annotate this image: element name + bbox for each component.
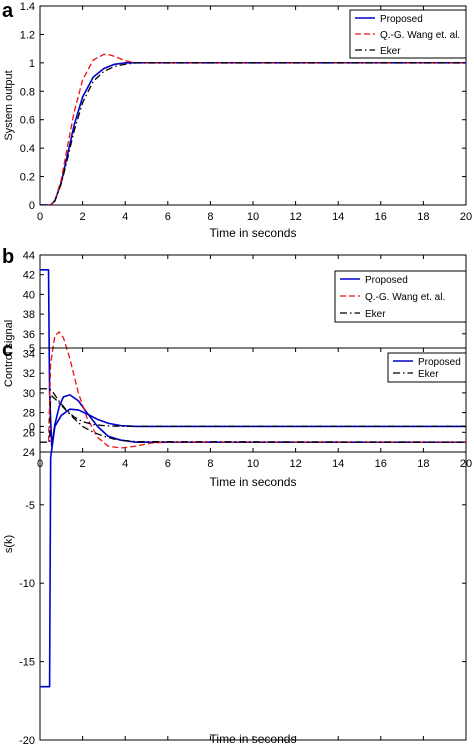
x-tick-label: 12 (289, 458, 301, 470)
x-tick-label: 18 (417, 211, 429, 223)
y-tick-label: 1 (29, 58, 35, 70)
x-tick-label: 4 (122, 458, 128, 470)
series-line-2 (40, 53, 466, 205)
y-tick-label: 24 (23, 447, 35, 459)
x-tick-label: 2 (80, 211, 86, 223)
series-line-3 (40, 394, 466, 443)
y-tick-label: 0.2 (20, 172, 35, 184)
y-tick-label: 44 (23, 250, 35, 262)
legend-label: Proposed (418, 357, 461, 368)
y-tick-label: 40 (23, 289, 35, 301)
y-tick-label: 1.2 (20, 29, 35, 41)
x-tick-label: 18 (417, 458, 429, 470)
y-tick-label: -15 (19, 657, 35, 669)
x-tick-label: 4 (122, 211, 128, 223)
x-tick-label: 12 (289, 211, 301, 223)
x-axis-label: Time in seconds (210, 732, 297, 745)
y-tick-label: -5 (25, 500, 35, 512)
y-tick-label: 5 (29, 343, 35, 355)
x-tick-label: 6 (165, 458, 171, 470)
x-tick-label: 20 (460, 211, 472, 223)
legend-label: Q.-G. Wang et. al. (380, 30, 460, 41)
series-line-1 (40, 268, 466, 447)
series-line-2 (40, 331, 466, 449)
x-tick-label: 8 (207, 211, 213, 223)
y-tick-label: 32 (23, 368, 35, 380)
series-line-1 (40, 408, 466, 688)
x-tick-label: 14 (332, 211, 344, 223)
panel-letter-b: b (2, 246, 14, 268)
x-tick-label: 6 (165, 211, 171, 223)
panel-letter-c: c (2, 339, 13, 361)
y-axis-label: System output (3, 70, 15, 140)
y-tick-label: 30 (23, 388, 35, 400)
y-tick-label: 42 (23, 270, 35, 282)
legend-label: Eker (380, 46, 401, 57)
legend-label: Proposed (380, 14, 423, 25)
y-tick-label: 0.6 (20, 115, 35, 127)
x-tick-label: 8 (207, 458, 213, 470)
x-tick-label: 16 (375, 458, 387, 470)
x-tick-label: 10 (247, 458, 259, 470)
x-axis-label: Time in seconds (210, 475, 297, 489)
x-tick-label: 10 (247, 211, 259, 223)
y-tick-label: 0 (29, 200, 35, 212)
legend-label: Q.-G. Wang et. al. (365, 292, 445, 303)
legend-label: Eker (418, 369, 439, 380)
series-line-3 (40, 62, 466, 205)
plot-frame (39, 347, 467, 741)
x-tick-label: 14 (332, 458, 344, 470)
series-line-2 (40, 388, 466, 428)
y-axis-label: s(k) (3, 535, 15, 553)
y-tick-label: 34 (23, 349, 35, 361)
x-tick-label: 2 (80, 458, 86, 470)
y-tick-label: 0.4 (20, 143, 35, 155)
y-tick-label: 0 (29, 421, 35, 433)
panel-letter-a: a (2, 0, 14, 22)
legend-box (387, 352, 467, 383)
series-line-1 (40, 62, 466, 205)
y-tick-label: -20 (19, 735, 35, 745)
chart-system-output: 0 2 4 6 8 10 12 14 16 18 20 0 0.2 0.4 0.6 0.8 1 1.2 1.4 Tim… (3, 1, 472, 240)
legend-label: Eker (365, 309, 386, 320)
x-axis-label: Time in seconds (210, 226, 297, 240)
y-tick-label: 0.8 (20, 86, 35, 98)
x-tick-label: 16 (375, 211, 387, 223)
y-tick-label: 36 (23, 329, 35, 341)
y-axis-label: Control signal (3, 320, 15, 387)
y-tick-label: 26 (23, 427, 35, 439)
legend-label: Proposed (365, 275, 408, 286)
x-tick-label: 0 (37, 211, 43, 223)
y-tick-label: 38 (23, 309, 35, 321)
y-tick-label: 1.4 (20, 1, 35, 13)
y-tick-label: -10 (19, 578, 35, 590)
y-tick-label: 28 (23, 408, 35, 420)
